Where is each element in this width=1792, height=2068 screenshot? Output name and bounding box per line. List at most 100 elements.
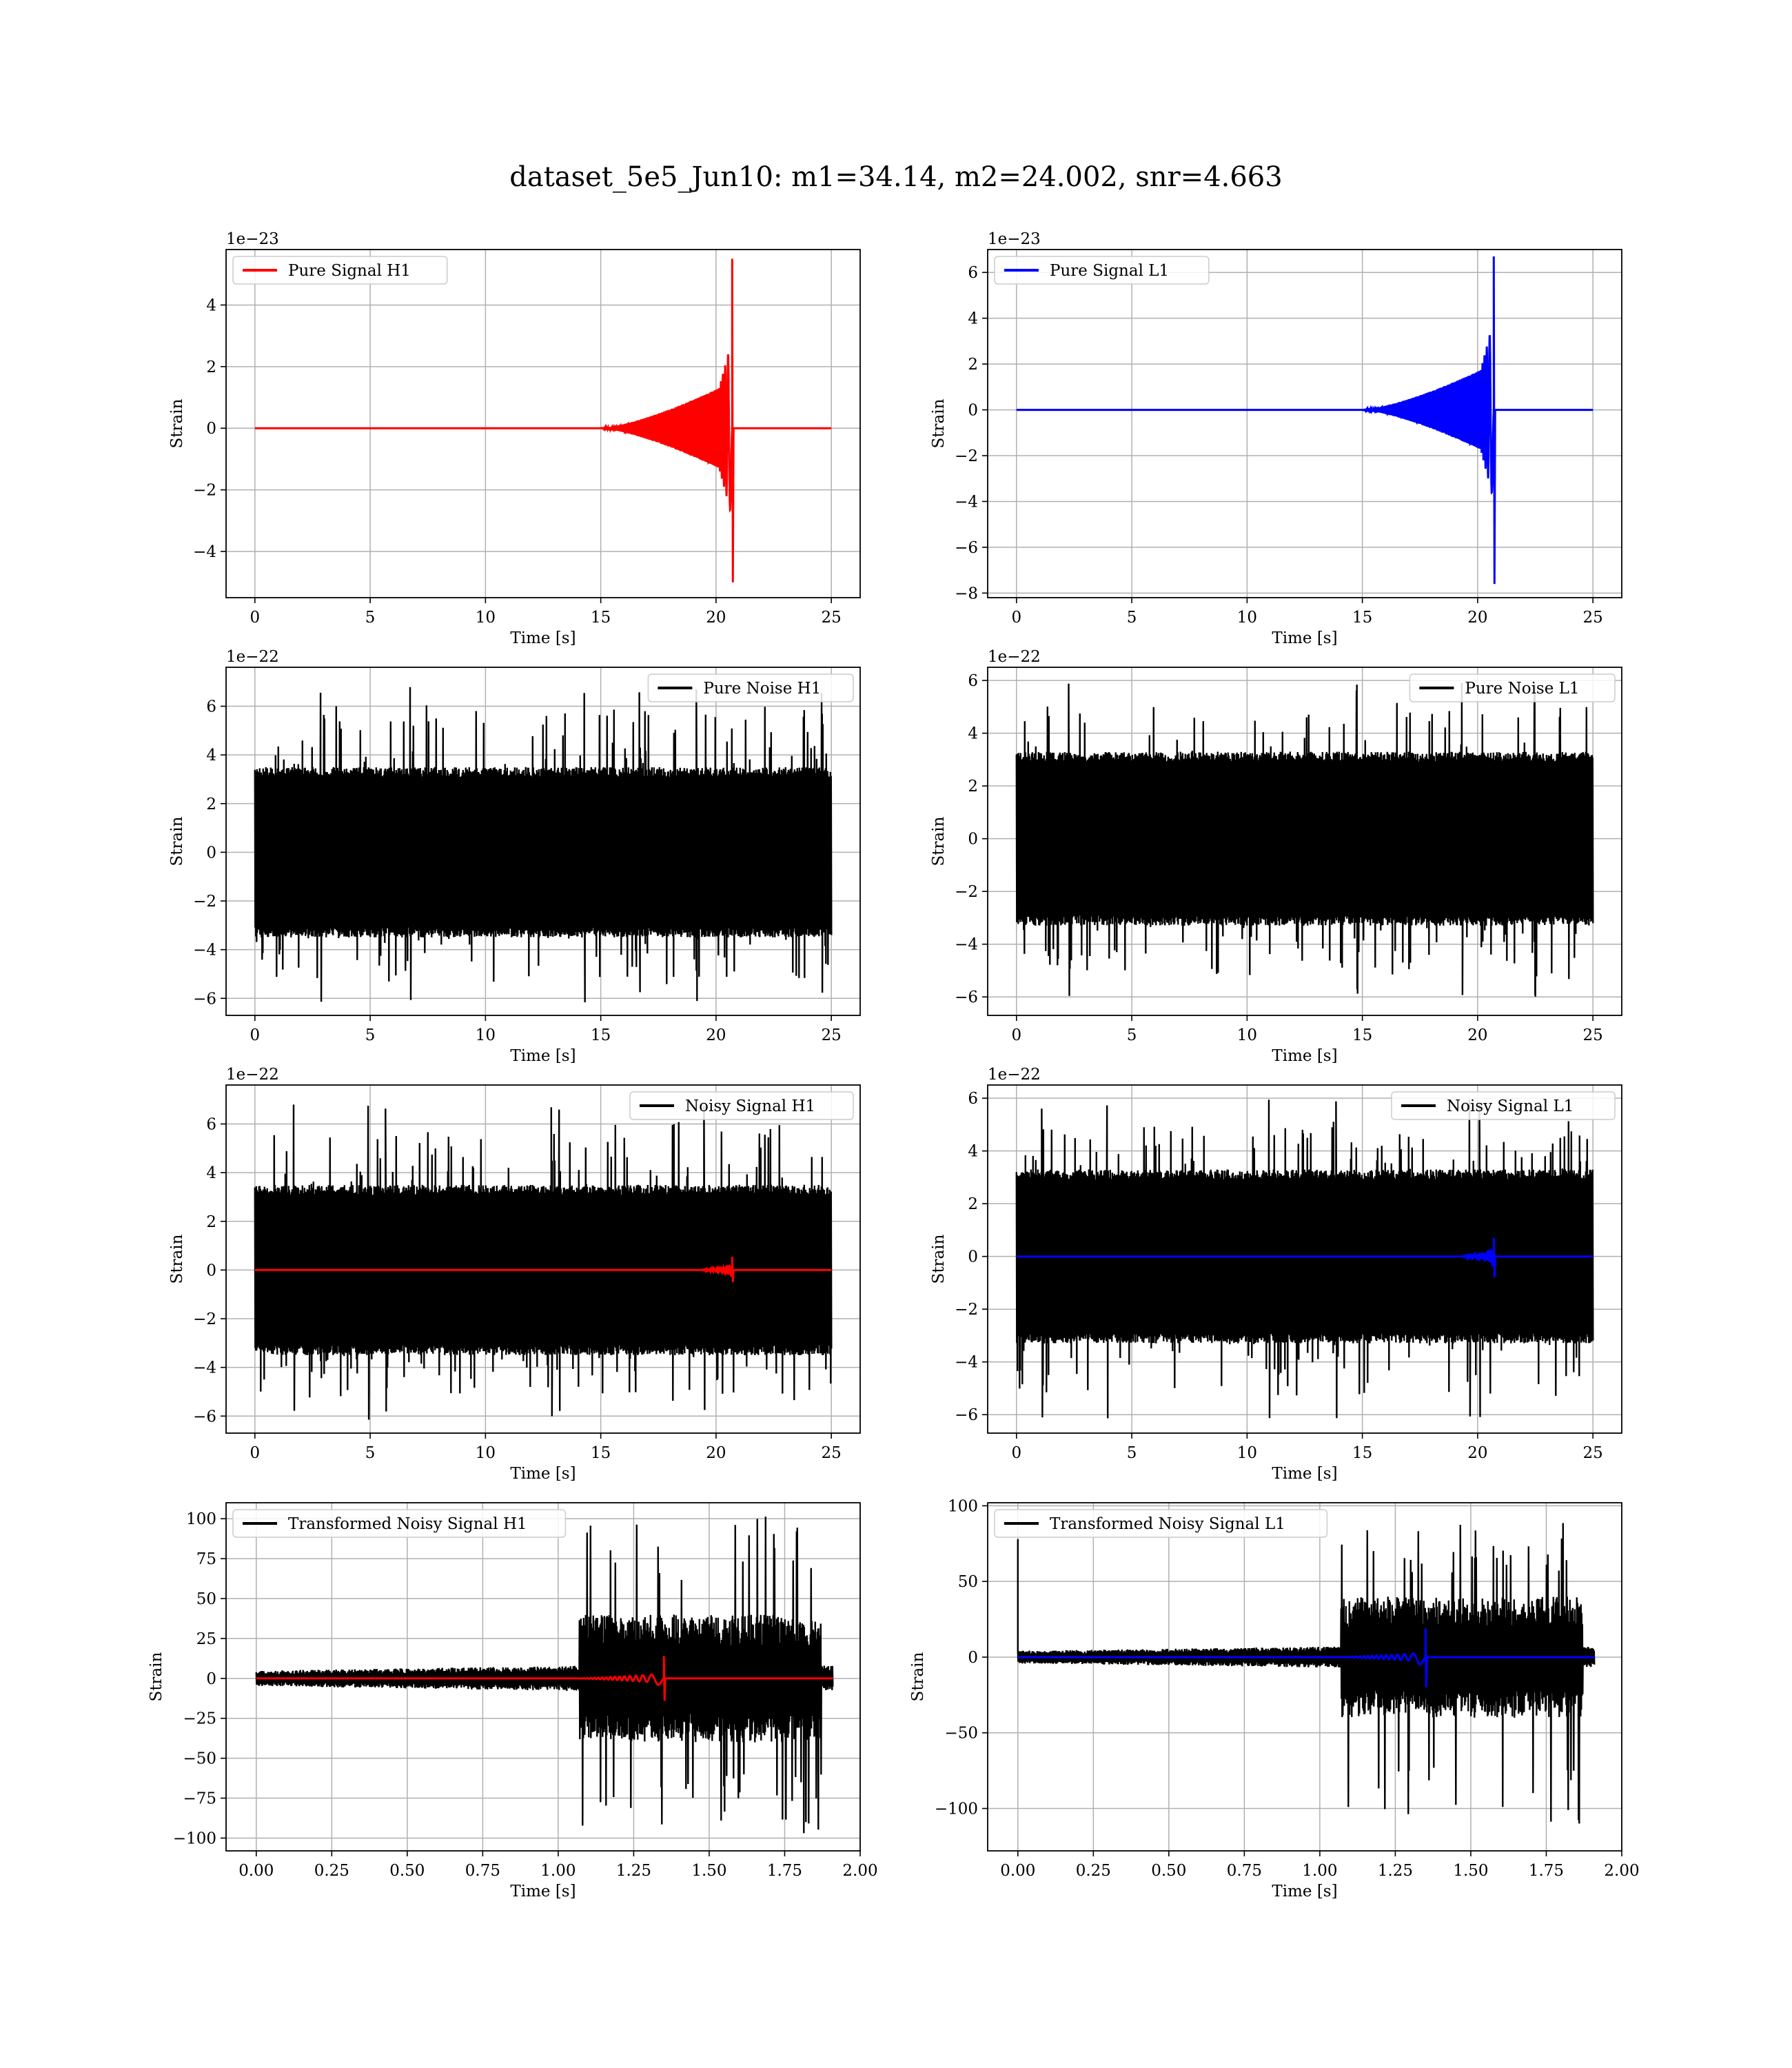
panel-noisy-signal-l1: 0 5 10 15 20 25 −6 −4 −2 0 2 4 6 1e−22 Time [s] Strain N… bbox=[930, 1066, 1622, 1483]
x-tick-label: 10 bbox=[1237, 1444, 1257, 1462]
y-tick-label: 25 bbox=[196, 1630, 216, 1648]
y-tick-label: 0 bbox=[206, 1261, 216, 1279]
y-tick-label: 0 bbox=[206, 420, 216, 438]
whitened-series-line bbox=[255, 1517, 834, 1834]
y-tick-label: 2 bbox=[206, 795, 216, 813]
x-tick-label: 10 bbox=[476, 1444, 496, 1462]
axis-offset-text: 1e−22 bbox=[226, 1066, 279, 1084]
y-tick-label: −6 bbox=[955, 989, 978, 1006]
y-tick-label: −2 bbox=[955, 447, 978, 465]
y-tick-label: 0 bbox=[968, 1248, 978, 1266]
chirp-series-line bbox=[1016, 1237, 1594, 1278]
y-tick-label: 6 bbox=[206, 1116, 216, 1134]
chirp-series-line bbox=[256, 1656, 833, 1701]
chirp-series-line bbox=[254, 1256, 832, 1283]
x-tick-label: 0.25 bbox=[1076, 1862, 1111, 1880]
x-axis-label: Time [s] bbox=[1272, 1883, 1337, 1900]
chirp-series-line bbox=[1016, 256, 1594, 585]
x-tick-label: 20 bbox=[1467, 1444, 1487, 1462]
x-tick-label: 15 bbox=[591, 1444, 611, 1462]
legend-label: Pure Signal L1 bbox=[1050, 262, 1169, 280]
y-axis-label: Strain bbox=[930, 816, 948, 866]
x-tick-label: 1.00 bbox=[1302, 1862, 1337, 1880]
x-tick-label: 0.00 bbox=[238, 1862, 274, 1880]
panel-transformed-noisy-signal-l1: 0.00 0.25 0.50 0.75 1.00 1.25 1.50 1.75 2.00 −100… bbox=[909, 1497, 1640, 1900]
x-tick-label: 0 bbox=[250, 609, 260, 627]
x-tick-label: 15 bbox=[591, 609, 611, 627]
y-tick-label: 6 bbox=[968, 1090, 978, 1108]
legend-box bbox=[1409, 673, 1616, 702]
x-tick-label: 1.50 bbox=[691, 1862, 726, 1880]
y-tick-label: −50 bbox=[944, 1725, 978, 1743]
y-axis-label: Strain bbox=[909, 1652, 927, 1701]
x-tick-label: 20 bbox=[706, 1026, 726, 1044]
x-tick-label: 25 bbox=[1583, 1444, 1603, 1462]
legend-label: Pure Signal H1 bbox=[288, 262, 411, 280]
panel-pure-noise-l1: 0 5 10 15 20 25 −6 −4 −2 0 2 4 6 1e−22 Time [s] Strain P… bbox=[930, 648, 1622, 1065]
y-tick-label: 4 bbox=[968, 725, 978, 743]
y-tick-label: −4 bbox=[955, 936, 978, 954]
x-tick-label: 0.50 bbox=[1151, 1862, 1186, 1880]
x-tick-label: 1.25 bbox=[1378, 1862, 1413, 1880]
legend: Pure Signal L1 bbox=[994, 256, 1210, 285]
y-tick-label: 2 bbox=[206, 358, 216, 376]
x-tick-label: 1.50 bbox=[1453, 1862, 1488, 1880]
y-tick-label: −75 bbox=[183, 1790, 216, 1808]
y-tick-label: −6 bbox=[955, 1406, 978, 1424]
legend-box bbox=[1391, 1091, 1616, 1120]
y-tick-label: 4 bbox=[206, 747, 216, 764]
y-axis-label: Strain bbox=[168, 816, 186, 866]
x-tick-label: 2.00 bbox=[1604, 1862, 1639, 1880]
legend-label: Noisy Signal H1 bbox=[685, 1097, 815, 1115]
noise-series-line bbox=[1015, 682, 1594, 997]
x-tick-label: 5 bbox=[365, 1444, 376, 1462]
y-tick-label: −2 bbox=[193, 893, 216, 911]
x-tick-label: 0.50 bbox=[389, 1862, 425, 1880]
legend: Transformed Noisy Signal L1 bbox=[994, 1509, 1328, 1538]
legend-box bbox=[994, 256, 1210, 285]
panel-pure-signal-l1: 0 5 10 15 20 25 −8 −6 −4 −2 0 2 4 6 1e−23 Time [s] Strai… bbox=[930, 230, 1622, 647]
y-tick-label: −6 bbox=[193, 1408, 216, 1426]
axis-offset-text: 1e−22 bbox=[988, 648, 1041, 666]
x-tick-label: 20 bbox=[1467, 1026, 1487, 1044]
legend-label: Pure Noise L1 bbox=[1465, 680, 1579, 698]
y-tick-label: −4 bbox=[955, 1354, 978, 1372]
x-tick-label: 10 bbox=[1237, 609, 1257, 627]
legend-box bbox=[232, 256, 448, 285]
y-tick-label: −2 bbox=[193, 1310, 216, 1328]
x-tick-label: 0 bbox=[1011, 1026, 1021, 1044]
y-tick-label: −2 bbox=[955, 1301, 978, 1319]
y-tick-label: −4 bbox=[193, 543, 216, 561]
x-axis-label: Time [s] bbox=[510, 1465, 576, 1483]
x-axis-label: Time [s] bbox=[510, 1883, 576, 1900]
x-tick-label: 1.00 bbox=[540, 1862, 576, 1880]
axes-frame bbox=[987, 249, 1622, 598]
panel-pure-signal-h1: 0 5 10 15 20 25 −4 −2 0 2 4 1e−23 Time [s] Strain Pure… bbox=[168, 230, 861, 647]
axis-offset-text: 1e−22 bbox=[226, 648, 279, 666]
legend-box bbox=[647, 673, 854, 702]
x-tick-label: 5 bbox=[365, 1026, 376, 1044]
y-axis-label: Strain bbox=[168, 1234, 186, 1284]
y-tick-label: 4 bbox=[968, 1143, 978, 1161]
y-tick-label: 4 bbox=[206, 296, 216, 314]
x-tick-label: 1.75 bbox=[1529, 1862, 1564, 1880]
axes-frame bbox=[225, 1502, 861, 1852]
y-axis-label: Strain bbox=[930, 1234, 948, 1284]
y-tick-label: 100 bbox=[948, 1497, 978, 1515]
y-tick-label: 2 bbox=[206, 1213, 216, 1231]
legend: Pure Signal H1 bbox=[232, 256, 448, 285]
x-axis-label: Time [s] bbox=[1272, 1047, 1337, 1065]
x-tick-label: 0 bbox=[1011, 1444, 1021, 1462]
x-tick-label: 5 bbox=[1127, 1444, 1137, 1462]
y-tick-label: 0 bbox=[968, 831, 978, 849]
x-tick-label: 15 bbox=[1352, 1444, 1372, 1462]
y-tick-label: 50 bbox=[196, 1590, 216, 1608]
legend-label: Transformed Noisy Signal H1 bbox=[288, 1515, 527, 1533]
axes-frame bbox=[225, 249, 861, 598]
legend: Pure Noise H1 bbox=[647, 673, 854, 702]
axis-offset-text: 1e−22 bbox=[988, 1066, 1041, 1084]
y-tick-label: −6 bbox=[193, 990, 216, 1008]
axis-offset-text: 1e−23 bbox=[226, 230, 279, 248]
noise-series-line bbox=[1015, 1099, 1594, 1419]
